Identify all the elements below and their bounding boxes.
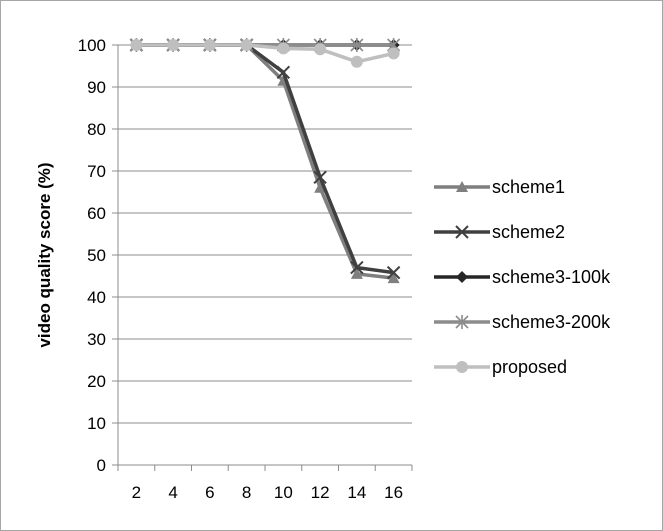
- y-tick-label: 40: [87, 288, 106, 307]
- x-marker: [313, 170, 327, 185]
- data-point: [277, 42, 290, 55]
- circle-marker: [350, 55, 363, 68]
- x-tick-label: 14: [347, 483, 366, 502]
- y-tick-label: 90: [87, 78, 106, 97]
- data-point: [130, 39, 143, 51]
- data-point: [350, 38, 364, 52]
- x-marker: [386, 265, 401, 280]
- circle-marker: [167, 39, 180, 51]
- series-proposed: [130, 39, 400, 68]
- x-marker: [276, 65, 291, 80]
- legend-marker: [456, 271, 468, 283]
- star-marker: [455, 315, 469, 329]
- data-point: [203, 39, 216, 51]
- y-tick-label: 0: [97, 456, 106, 475]
- data-point: [276, 65, 291, 80]
- triangle-marker: [314, 181, 327, 193]
- data-point: [313, 170, 327, 185]
- x-tick-label: 8: [242, 483, 251, 502]
- triangle-marker: [456, 181, 468, 192]
- legend-label: proposed: [492, 357, 567, 377]
- data-point: [314, 181, 327, 193]
- y-tick-label: 60: [87, 204, 106, 223]
- triangle-marker: [350, 267, 363, 279]
- data-point: [240, 39, 253, 51]
- y-tick-label: 20: [87, 372, 106, 391]
- legend-marker: [456, 361, 468, 373]
- data-point: [167, 39, 180, 51]
- x-tick-label: 4: [168, 483, 177, 502]
- diamond-marker: [456, 271, 468, 283]
- data-point: [350, 55, 363, 68]
- circle-marker: [314, 43, 327, 56]
- legend-item: scheme3-200k: [434, 312, 611, 332]
- data-point: [387, 272, 400, 284]
- circle-marker: [130, 39, 143, 51]
- data-point: [350, 267, 363, 279]
- y-tick-label: 100: [78, 36, 106, 55]
- legend-marker: [455, 315, 469, 329]
- legend-marker: [456, 181, 468, 192]
- x-marker: [455, 225, 469, 239]
- x-tick-label: 6: [205, 483, 214, 502]
- y-axis-title: video quality score (%): [35, 162, 54, 347]
- circle-marker: [203, 39, 216, 51]
- legend-item: scheme3-100k: [434, 267, 611, 287]
- circle-marker: [456, 361, 468, 373]
- y-tick-label: 80: [87, 120, 106, 139]
- circle-marker: [277, 42, 290, 55]
- legend-label: scheme3-200k: [492, 312, 611, 332]
- x-marker: [350, 260, 364, 275]
- y-tick-label: 30: [87, 330, 106, 349]
- legend-label: scheme3-100k: [492, 267, 611, 287]
- legend: scheme1 scheme2 scheme3-100k scheme3-200k pr…: [434, 177, 611, 377]
- legend-item: scheme2: [434, 222, 565, 242]
- triangle-marker: [387, 272, 400, 284]
- y-tick-label: 70: [87, 162, 106, 181]
- series-group: [129, 38, 401, 284]
- x-tick-label: 16: [384, 483, 403, 502]
- legend-item: scheme1: [434, 177, 565, 197]
- legend-item: proposed: [434, 357, 567, 377]
- x-tick-label: 10: [274, 483, 293, 502]
- data-point: [350, 260, 364, 275]
- legend-label: scheme2: [492, 222, 565, 242]
- series-line: [136, 43, 395, 64]
- data-point: [386, 265, 401, 280]
- legend-marker: [455, 225, 469, 239]
- y-tick-label: 50: [87, 246, 106, 265]
- x-tick-label: 12: [311, 483, 330, 502]
- data-point: [314, 43, 327, 56]
- data-point: [387, 47, 400, 60]
- axes: 0 10 20 30 40 50 60 70 80 90 100 2 4 6 8 10 12 14 16 video …: [35, 36, 413, 502]
- circle-marker: [387, 47, 400, 60]
- legend-label: scheme1: [492, 177, 565, 197]
- circle-marker: [240, 39, 253, 51]
- y-tick-label: 10: [87, 414, 106, 433]
- star-marker: [350, 38, 364, 52]
- x-tick-label: 2: [132, 483, 141, 502]
